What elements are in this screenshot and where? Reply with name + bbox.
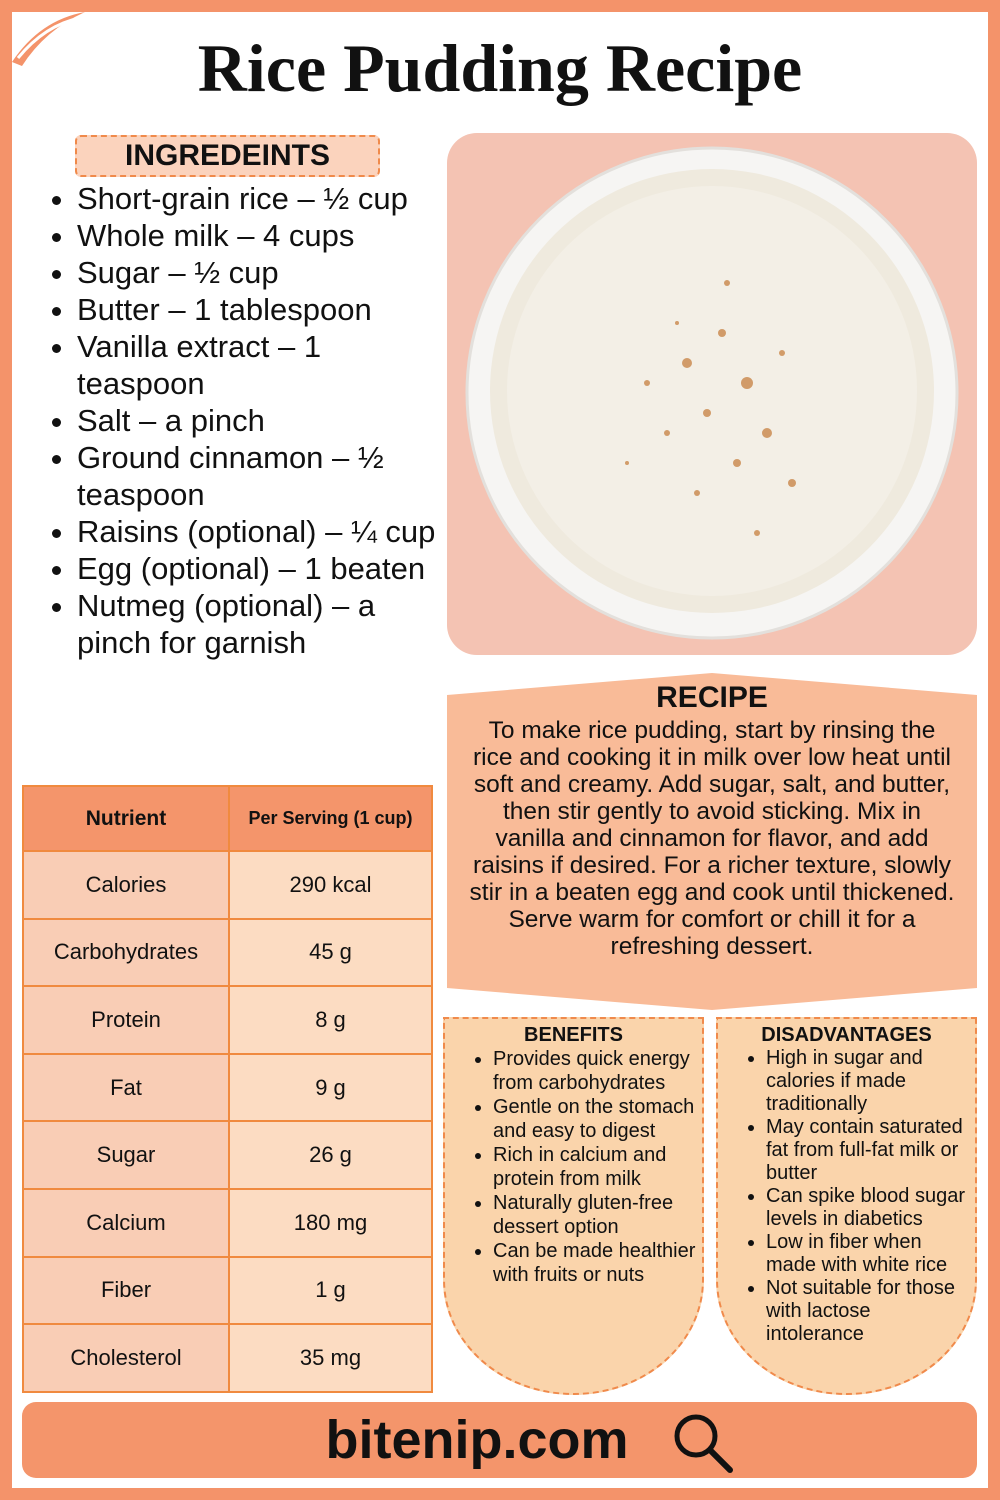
table-row: Calories 290 kcal bbox=[22, 850, 433, 920]
list-item: May contain saturated fat from full-fat … bbox=[766, 1116, 969, 1185]
list-item: Butter – 1 tablespoon bbox=[77, 291, 440, 328]
list-item: Can spike blood sugar levels in diabetic… bbox=[766, 1185, 969, 1231]
disadvantages-list: High in sugar and calories if made tradi… bbox=[718, 1047, 975, 1346]
recipe-box: RECIPE To make rice pudding, start by ri… bbox=[447, 673, 977, 1010]
nutrition-table: Nutrient Per Serving (1 cup) Calories 290 k… bbox=[22, 785, 433, 1393]
table-row: Sugar 26 g bbox=[22, 1120, 433, 1190]
ingredients-list: Short-grain rice – ½ cupWhole milk – 4 c… bbox=[45, 180, 440, 661]
table-cell: 35 mg bbox=[228, 1323, 433, 1393]
list-item: Nutmeg (optional) – a pinch for garnish bbox=[77, 587, 440, 661]
swoosh bbox=[12, 12, 85, 66]
footer: bitenip.com bbox=[22, 1402, 977, 1478]
list-item: Can be made healthier with fruits or nut… bbox=[493, 1239, 696, 1287]
photo bbox=[447, 133, 977, 655]
table-cell: 8 g bbox=[228, 985, 433, 1055]
table-cell: Protein bbox=[22, 985, 230, 1055]
table-row: Fat 9 g bbox=[22, 1052, 433, 1123]
column-header: Per Serving (1 cup) bbox=[228, 785, 433, 852]
list-item: Short-grain rice – ½ cup bbox=[77, 180, 440, 217]
table-cell: 290 kcal bbox=[228, 850, 433, 920]
ingredients-heading: INGREDEINTS bbox=[75, 135, 380, 177]
list-item: Raisins (optional) – ¼ cup bbox=[77, 513, 440, 550]
list-item: Egg (optional) – 1 beaten bbox=[77, 550, 440, 587]
table-cell: 9 g bbox=[228, 1052, 433, 1123]
list-item: Naturally gluten-free dessert option bbox=[493, 1191, 696, 1239]
table-cell: 180 mg bbox=[228, 1187, 433, 1258]
table-cell: Fat bbox=[22, 1052, 230, 1123]
table-cell: Calories bbox=[22, 850, 230, 920]
list-item: Ground cinnamon – ½ teaspoon bbox=[77, 439, 440, 513]
benefits-box: BENEFITS Provides quick energy from carb… bbox=[443, 1017, 704, 1395]
list-item: Sugar – ½ cup bbox=[77, 254, 440, 291]
list-item: Vanilla extract – 1 teaspoon bbox=[77, 328, 440, 402]
disadvantages-heading: DISADVANTAGES bbox=[761, 1024, 932, 1046]
site-name: bitenip.com bbox=[325, 1410, 629, 1470]
list-item: Whole milk – 4 cups bbox=[77, 217, 440, 254]
table-cell: Calcium bbox=[22, 1187, 230, 1258]
table-row: Calcium 180 mg bbox=[22, 1187, 433, 1258]
table-row: Fiber 1 g bbox=[22, 1255, 433, 1326]
benefits-heading: BENEFITS bbox=[524, 1024, 623, 1046]
recipe-text: To make rice pudding, start by rinsing t… bbox=[469, 717, 955, 960]
list-item: Salt – a pinch bbox=[77, 402, 440, 439]
table-cell: Carbohydrates bbox=[22, 917, 230, 988]
table-cell: Cholesterol bbox=[22, 1323, 230, 1393]
table-cell: Sugar bbox=[22, 1120, 230, 1190]
list-item: Provides quick energy from carbohydrates bbox=[493, 1047, 696, 1095]
table-cell: 45 g bbox=[228, 917, 433, 988]
table-cell: Fiber bbox=[22, 1255, 230, 1326]
column-header: Nutrient bbox=[22, 785, 230, 852]
header-row: Nutrient Per Serving (1 cup) bbox=[22, 785, 433, 852]
table-cell: 1 g bbox=[228, 1255, 433, 1326]
table-cell: 26 g bbox=[228, 1120, 433, 1190]
list-item: High in sugar and calories if made tradi… bbox=[766, 1047, 969, 1116]
table-row: Protein 8 g bbox=[22, 985, 433, 1055]
search-icon bbox=[674, 1414, 733, 1473]
list-item: Gentle on the stomach and easy to digest bbox=[493, 1095, 696, 1143]
recipe-heading: RECIPE bbox=[656, 681, 768, 714]
list-item: Not suitable for those with lactose into… bbox=[766, 1277, 969, 1346]
table-row: Cholesterol 35 mg bbox=[22, 1323, 433, 1393]
benefits-list: Provides quick energy from carbohydrates… bbox=[445, 1047, 702, 1287]
list-item: Low in fiber when made with white rice bbox=[766, 1231, 969, 1277]
list-item: Rich in calcium and protein from milk bbox=[493, 1143, 696, 1191]
title: Rice Pudding Recipe bbox=[197, 30, 803, 106]
disadvantages-box: DISADVANTAGES High in sugar and calories… bbox=[716, 1017, 977, 1395]
table-row: Carbohydrates 45 g bbox=[22, 917, 433, 988]
bowl-illustration bbox=[465, 146, 959, 640]
